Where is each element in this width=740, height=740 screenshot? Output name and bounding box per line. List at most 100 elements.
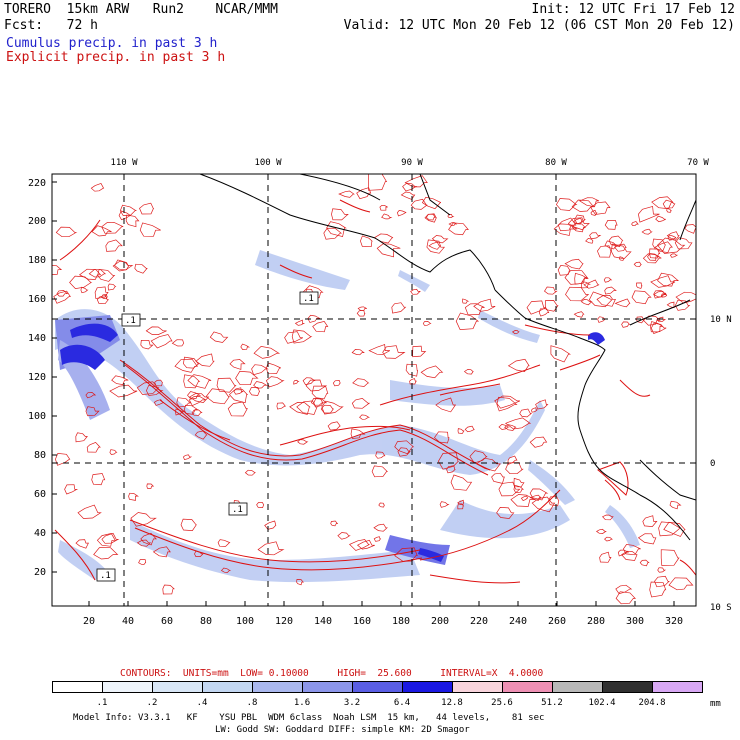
precip-contour-blob bbox=[589, 232, 602, 240]
precip-contour-blob bbox=[421, 196, 442, 210]
bottom-axis: 20 40 60 80 100 120 140 160 180 200 220 … bbox=[83, 616, 683, 627]
precip-contour-blob bbox=[368, 344, 391, 355]
legend-swatch bbox=[552, 681, 603, 693]
lat-label-0: 0 bbox=[710, 459, 715, 469]
precip-contour-blob bbox=[651, 196, 674, 210]
precip-contour-blob bbox=[590, 201, 611, 215]
precip-contour-blob bbox=[550, 345, 571, 363]
precip-contour-blob bbox=[469, 450, 488, 464]
precip-contour-blob bbox=[422, 321, 432, 326]
x-tick-300: 300 bbox=[626, 616, 644, 627]
precip-contour-blob bbox=[235, 370, 259, 386]
y-tick-100: 100 bbox=[28, 411, 46, 422]
precip-contour-blob bbox=[565, 286, 590, 302]
precip-contour-blob bbox=[450, 474, 473, 491]
y-tick-20: 20 bbox=[34, 567, 46, 578]
bottom-axis-ticks bbox=[88, 601, 675, 606]
precip-contour-blob bbox=[424, 213, 437, 223]
precip-contour-blob bbox=[330, 520, 339, 527]
precip-contour-blob bbox=[498, 424, 510, 430]
precip-contour-blob bbox=[136, 381, 160, 395]
precip-contour-blob bbox=[256, 501, 265, 508]
precip-contour-blob bbox=[216, 377, 237, 393]
contour-label-4: .1 bbox=[100, 571, 111, 581]
x-tick-280: 280 bbox=[587, 616, 605, 627]
contour-label-3: .1 bbox=[232, 505, 243, 515]
left-axis-ticks bbox=[52, 181, 57, 573]
precip-contour-blob bbox=[91, 473, 106, 486]
explicit-precip-label: Explicit precip. in past 3 h bbox=[6, 50, 226, 65]
lon-label-70w: 70 W bbox=[687, 158, 709, 168]
precip-contour-blob bbox=[291, 329, 313, 344]
precip-contour-blob bbox=[622, 544, 641, 556]
legend-label: 6.4 bbox=[393, 698, 411, 708]
precip-contour-blob bbox=[649, 248, 661, 259]
precip-contour-blob bbox=[171, 339, 185, 347]
precip-contour-blob bbox=[412, 345, 427, 358]
precip-contour-blob bbox=[195, 353, 215, 367]
precip-contour-blob bbox=[146, 483, 155, 489]
precip-contour-blob bbox=[85, 406, 100, 417]
precip-contour-blob bbox=[642, 515, 658, 527]
precip-contour-blob bbox=[183, 404, 199, 415]
precip-contour-blob bbox=[660, 292, 668, 298]
precip-contour-blob bbox=[359, 414, 371, 420]
precip-contour-blob bbox=[602, 514, 614, 521]
precip-contour-blob bbox=[394, 547, 418, 562]
precip-contour-blob bbox=[655, 215, 666, 223]
precip-contour-blob bbox=[240, 343, 251, 350]
precip-contour-blob bbox=[400, 191, 416, 200]
precip-contour-blob bbox=[182, 454, 193, 461]
precip-contour-blob bbox=[140, 532, 158, 546]
precip-contour-blob bbox=[633, 261, 642, 267]
y-tick-200: 200 bbox=[28, 216, 46, 227]
explicit-precip-contours bbox=[54, 199, 696, 584]
precip-contour-blob bbox=[289, 402, 311, 415]
contour-labels: .1 .1 .1 .1 bbox=[96, 291, 319, 582]
precip-contour-blob bbox=[462, 298, 470, 304]
precip-contour-blob bbox=[621, 321, 631, 328]
precip-contour-blob bbox=[356, 187, 372, 200]
cumulus-precip-label: Cumulus precip. in past 3 h bbox=[6, 36, 218, 51]
precip-contour-blob bbox=[588, 291, 613, 308]
precip-contour-blob bbox=[666, 207, 672, 213]
legend-swatch bbox=[402, 681, 453, 693]
precip-contour-blob bbox=[504, 417, 532, 430]
precip-contour-blob bbox=[111, 375, 129, 385]
precip-contour-blob bbox=[531, 496, 556, 513]
contour-label-2: .1 bbox=[303, 294, 314, 304]
contour-label-1: .1 bbox=[125, 316, 136, 326]
precip-contour-blob bbox=[657, 237, 686, 254]
legend-swatch bbox=[452, 681, 503, 693]
precip-contour-blob bbox=[435, 397, 457, 413]
precip-contour-blob bbox=[420, 365, 444, 379]
precip-contour-blob bbox=[529, 436, 548, 448]
y-tick-140: 140 bbox=[28, 333, 46, 344]
x-tick-200: 200 bbox=[431, 616, 449, 627]
precip-contour-blob bbox=[64, 484, 79, 495]
precip-contour-blob bbox=[90, 182, 105, 192]
precip-contour-blob bbox=[405, 363, 419, 377]
precip-contour-blob bbox=[657, 272, 680, 287]
precip-contour-blob bbox=[491, 472, 505, 484]
precip-contour-blob bbox=[402, 182, 418, 192]
precip-contour-blob bbox=[434, 431, 450, 444]
precip-contour-blob bbox=[55, 226, 78, 238]
precip-contour-blob bbox=[662, 199, 676, 209]
precip-contour-blob bbox=[351, 398, 371, 409]
precipitation-map: 110 W 100 W 90 W 80 W 70 W 10 N 0 10 S bbox=[28, 158, 732, 627]
precip-contour-blob bbox=[455, 312, 480, 330]
precip-contour-blob bbox=[579, 197, 600, 208]
precip-contour-blob bbox=[209, 331, 229, 343]
precip-contour-blob bbox=[189, 393, 210, 403]
legend-label: .4 bbox=[196, 698, 208, 708]
precip-contour-blob bbox=[109, 384, 138, 398]
precip-contour-blob bbox=[194, 550, 204, 557]
precip-contour-blob bbox=[162, 584, 175, 595]
precip-contour-blob bbox=[378, 502, 385, 508]
precip-contour-blob bbox=[391, 302, 407, 314]
contour-info: CONTOURS: UNITS=mm LOW= 0.10000 HIGH= 25… bbox=[120, 668, 544, 679]
x-tick-260: 260 bbox=[548, 616, 566, 627]
precip-contour-blob bbox=[654, 241, 673, 253]
y-tick-220: 220 bbox=[28, 178, 46, 189]
